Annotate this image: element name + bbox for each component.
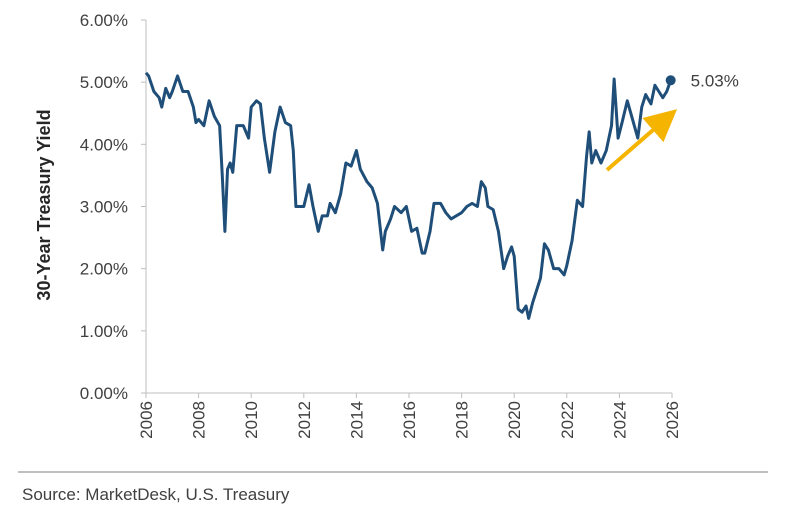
x-tick-label: 2012: [295, 401, 314, 439]
x-tick-label: 2026: [663, 401, 682, 439]
y-tick-label: 4.00%: [80, 135, 128, 154]
x-tick-label: 2024: [610, 401, 629, 439]
source-note: Source: MarketDesk, U.S. Treasury: [22, 485, 290, 504]
trend-arrow: [605, 109, 678, 172]
annotation: 5.03%: [691, 71, 739, 90]
y-tick-label: 3.00%: [80, 198, 128, 217]
y-tick-label: 2.00%: [80, 260, 128, 279]
x-tick-label: 2016: [400, 401, 419, 439]
y-tick-label: 0.00%: [80, 384, 128, 403]
x-tick-label: 2018: [453, 401, 472, 439]
x-tick-label: 2010: [242, 401, 261, 439]
x-tick-label: 2022: [558, 401, 577, 439]
x-tick-label: 2006: [137, 401, 156, 439]
end-point: [665, 75, 676, 86]
x-tick-label: 2008: [190, 401, 209, 439]
line: [144, 71, 673, 320]
y-axis-label: 30-Year Treasury Yield: [34, 109, 54, 300]
y-tick-label: 1.00%: [80, 322, 128, 341]
x-tick-label: 2020: [505, 401, 524, 439]
y-tick-label: 5.00%: [80, 73, 128, 92]
x-tick-label: 2014: [347, 401, 366, 439]
y-tick-label: 6.00%: [80, 11, 128, 30]
